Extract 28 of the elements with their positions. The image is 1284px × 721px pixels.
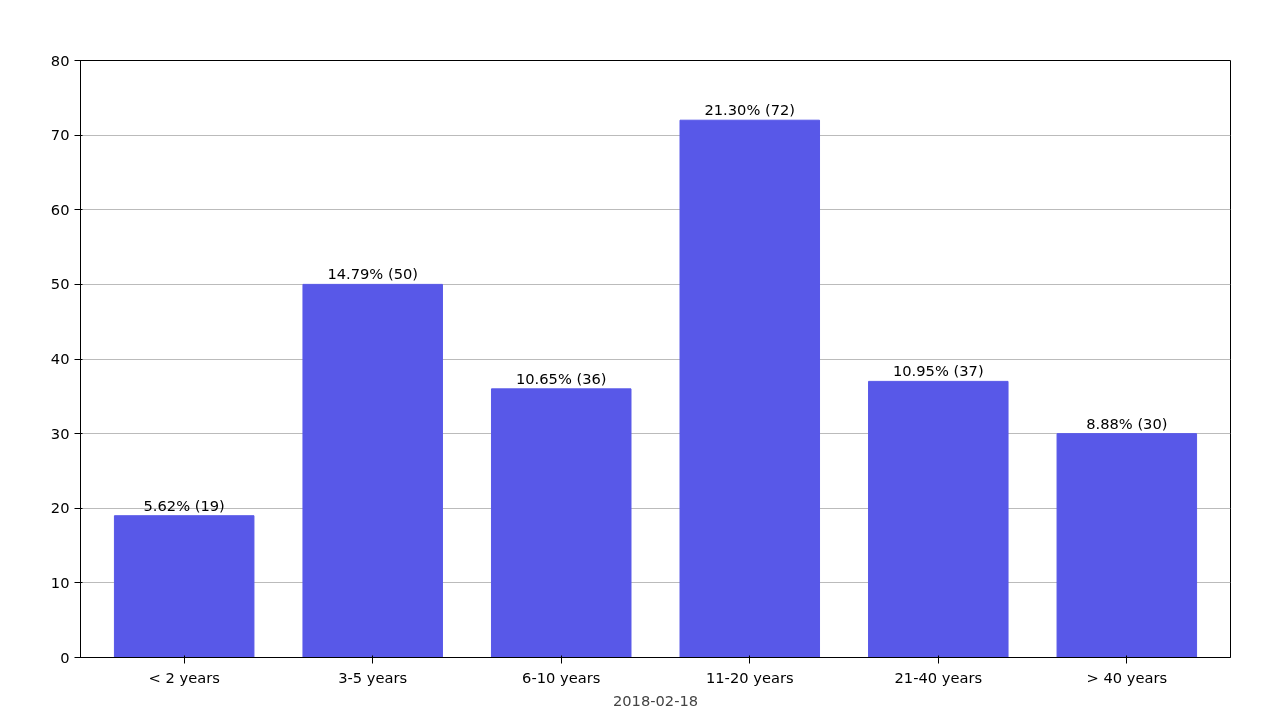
- bar: [868, 380, 1009, 658]
- data-label: 5.62% (19): [143, 496, 225, 514]
- data-label: 10.65% (36): [515, 369, 607, 387]
- y-tick-label: 80: [50, 51, 70, 69]
- y-tick-label: 0: [60, 648, 70, 666]
- y-tick-label: 70: [50, 126, 70, 144]
- bar: [679, 119, 821, 658]
- text: 2018-02-18: [612, 691, 699, 709]
- y-tick-label: 30: [50, 424, 70, 442]
- data-label: 10.95% (37): [892, 362, 984, 380]
- x-tick-label: 6-10 years: [522, 668, 601, 686]
- y-tick-label: 50: [50, 275, 70, 293]
- data-label: 14.79% (50): [327, 265, 419, 283]
- data-label: 21.30% (72): [704, 101, 796, 119]
- x-tick-label: > 40 years: [1086, 668, 1168, 686]
- x-tick-label: < 2 years: [148, 668, 220, 686]
- y-tick-label: 10: [50, 573, 70, 591]
- bar: [490, 388, 632, 658]
- x-tick-label: 21-40 years: [894, 668, 983, 686]
- bar: [302, 283, 443, 658]
- x-tick-label: 3-5 years: [338, 668, 408, 686]
- bar: [113, 515, 255, 658]
- y-tick-label: 20: [50, 499, 70, 517]
- data-label: 8.88% (30): [1086, 414, 1168, 432]
- x-tick-label: 11-20 years: [705, 668, 794, 686]
- y-tick-label: 60: [50, 200, 70, 218]
- bar: [1056, 433, 1198, 658]
- y-tick-label: 40: [50, 350, 70, 367]
